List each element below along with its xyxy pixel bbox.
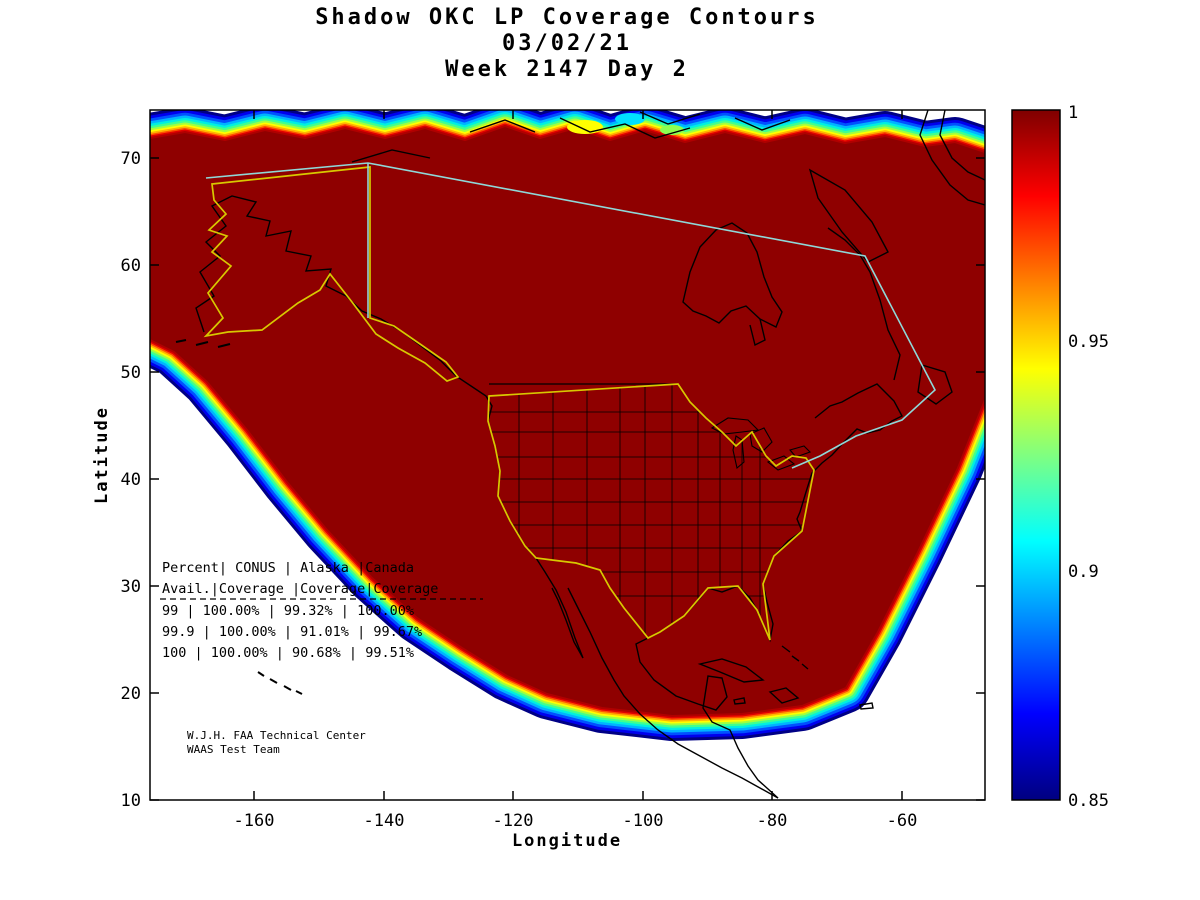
table-row-99-9: 99.9 | 100.00% | 91.01% | 99.67% bbox=[162, 624, 422, 640]
x-tick-label: -140 bbox=[364, 811, 405, 831]
colorbar-label-1: 1 bbox=[1068, 103, 1078, 123]
x-axis-tick-labels: -160 -140 -120 -100 -80 -60 bbox=[234, 811, 918, 831]
x-tick-label: -100 bbox=[623, 811, 664, 831]
axes-box bbox=[149, 109, 986, 801]
coverage-contours bbox=[150, 113, 985, 716]
y-tick-label: 60 bbox=[121, 256, 141, 276]
x-axis-ticks bbox=[253, 110, 903, 800]
y-axis-label: Latitude bbox=[92, 406, 112, 504]
title-line-3: Week 2147 Day 2 bbox=[445, 57, 689, 82]
colorbar-label-09: 0.9 bbox=[1068, 562, 1099, 582]
y-tick-label: 40 bbox=[121, 470, 141, 490]
y-tick-label: 70 bbox=[121, 149, 141, 169]
x-axis-label: Longitude bbox=[512, 831, 622, 851]
figure-title: Shadow OKC LP Coverage Contours 03/02/21… bbox=[315, 5, 819, 82]
colorbar: 1 0.95 0.9 0.85 bbox=[1011, 103, 1109, 811]
title-line-2: 03/02/21 bbox=[502, 31, 632, 56]
colorbar-gradient bbox=[1011, 109, 1061, 801]
colorbar-label-085: 0.85 bbox=[1068, 791, 1109, 811]
conus-alaska-service-outline bbox=[203, 166, 815, 641]
y-tick-label: 50 bbox=[121, 363, 141, 383]
credit-line-2: WAAS Test Team bbox=[187, 743, 280, 756]
x-tick-label: -120 bbox=[493, 811, 534, 831]
x-tick-label: -160 bbox=[234, 811, 275, 831]
table-row-99: 99 | 100.00% | 99.32% | 100.00% bbox=[162, 603, 414, 619]
title-line-1: Shadow OKC LP Coverage Contours bbox=[315, 5, 819, 30]
service-volume-outline bbox=[205, 162, 936, 469]
credit-annotation: W.J.H. FAA Technical Center WAAS Test Te… bbox=[187, 729, 366, 756]
coverage-stats-table: Percent| CONUS | Alaska |Canada Avail.|C… bbox=[160, 560, 483, 661]
table-row-100: 100 | 100.00% | 90.68% | 99.51% bbox=[162, 645, 414, 661]
y-tick-label: 20 bbox=[121, 684, 141, 704]
y-axis-tick-labels: 70 60 50 40 30 20 10 bbox=[121, 149, 141, 811]
colorbar-label-095: 0.95 bbox=[1068, 332, 1109, 352]
credit-line-1: W.J.H. FAA Technical Center bbox=[187, 729, 366, 742]
table-header-1: Percent| CONUS | Alaska |Canada bbox=[162, 560, 414, 576]
table-header-2: Avail.|Coverage |Coverage|Coverage bbox=[162, 581, 438, 597]
y-axis-ticks bbox=[150, 157, 985, 801]
x-tick-label: -80 bbox=[757, 811, 788, 831]
us-state-borders bbox=[488, 384, 814, 640]
y-tick-label: 10 bbox=[121, 791, 141, 811]
x-tick-label: -60 bbox=[887, 811, 918, 831]
y-tick-label: 30 bbox=[121, 577, 141, 597]
